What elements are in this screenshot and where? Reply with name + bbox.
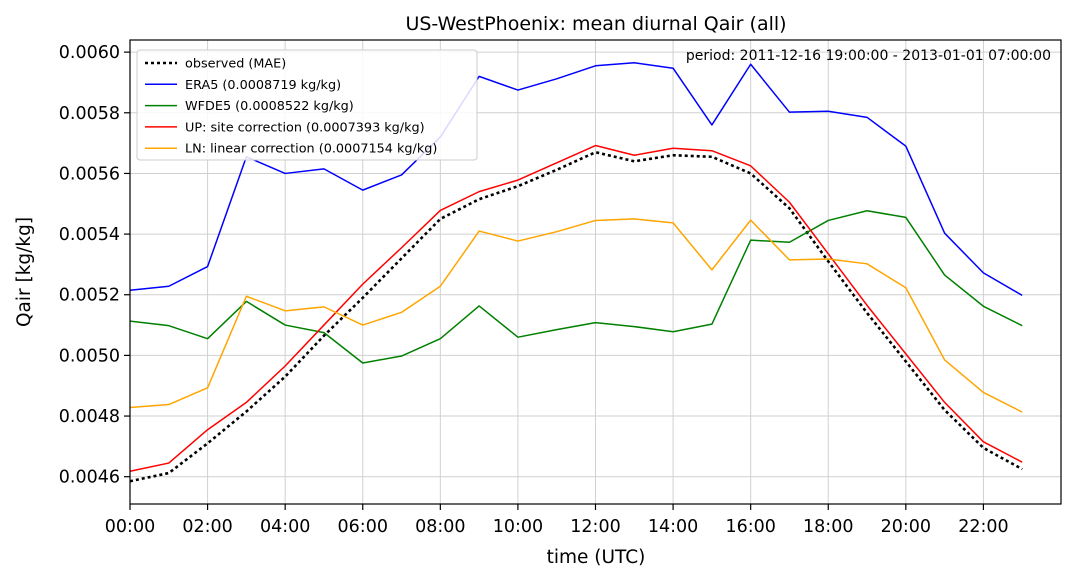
chart-title: US-WestPhoenix: mean diurnal Qair (all) [405,13,786,35]
legend-label: UP: site correction (0.0007393 kg/kg) [185,120,425,135]
series-line-4 [129,218,1023,413]
series-line-3 [129,144,1023,472]
legend-label: ERA5 (0.0008719 kg/kg) [185,78,341,93]
x-tick-label: 10:00 [493,517,543,537]
y-tick-label: 0.0048 [59,407,120,427]
grid-layer [129,40,1061,504]
x-tick-label: 02:00 [182,517,232,537]
y-tick-label: 0.0052 [59,286,120,306]
y-tick-label: 0.0060 [59,43,120,63]
legend-label: LN: linear correction (0.0007154 kg/kg) [185,142,437,157]
x-axis-label: time (UTC) [547,547,646,568]
y-tick-label: 0.0056 [59,164,120,184]
x-tick-label: 00:00 [105,517,155,537]
series-layer [129,62,1023,483]
legend: observed (MAE) ERA5 (0.0008719 kg/kg) WFDE… [136,49,478,161]
legend-label: WFDE5 (0.0008522 kg/kg) [185,99,354,114]
y-tick-label: 0.0046 [59,468,120,488]
series-line-2 [129,209,1023,364]
legend-box [136,49,478,161]
x-tick-label: 18:00 [803,517,853,537]
x-tick-label: 22:00 [958,517,1008,537]
series-line-0 [129,150,1023,483]
y-tick-label: 0.0050 [59,346,120,366]
x-tick-label: 20:00 [881,517,931,537]
y-axis: 0.0046 0.0048 0.0050 0.0052 0.0054 0.0056 0.00… [59,43,130,488]
y-tick-label: 0.0058 [59,104,120,124]
x-axis: 00:00 02:00 04:00 06:00 08:00 10:00 12:00 14:00… [105,504,1009,537]
y-axis-label: Qair [kg/kg] [14,217,35,327]
x-tick-label: 16:00 [725,517,775,537]
y-tick-label: 0.0054 [59,225,120,245]
x-tick-label: 12:00 [570,517,620,537]
x-tick-label: 04:00 [260,517,310,537]
legend-label: observed (MAE) [185,57,286,72]
x-tick-label: 06:00 [338,517,388,537]
series-line-1 [129,62,1023,296]
x-tick-label: 08:00 [415,517,465,537]
x-tick-label: 14:00 [648,517,698,537]
period-annotation: period: 2011-12-16 19:00:00 - 2013-01-01… [686,48,1051,64]
